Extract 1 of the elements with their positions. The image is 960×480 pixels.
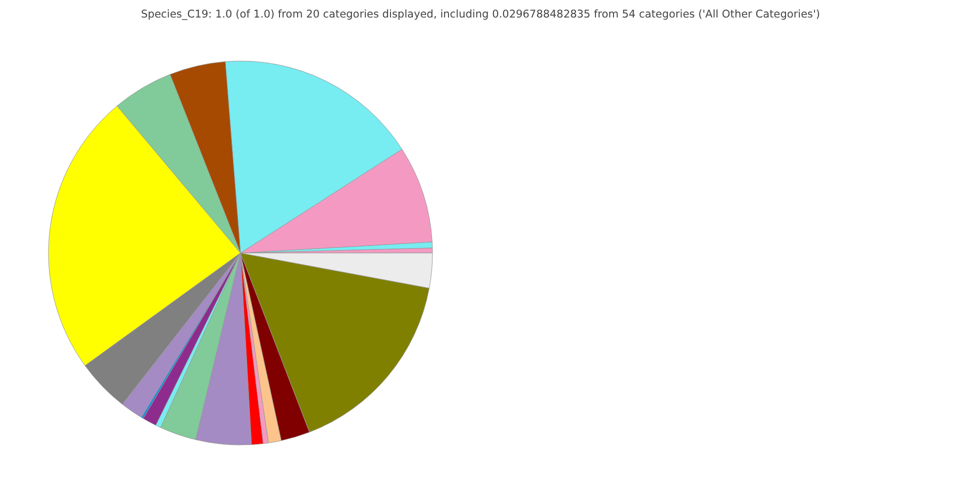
text: Species_C19: 1.0 (of 1.0) from 20 categories displayed, including 0.0296788482835 from 54 categories ('All Other Categories') (140, 8, 820, 20)
